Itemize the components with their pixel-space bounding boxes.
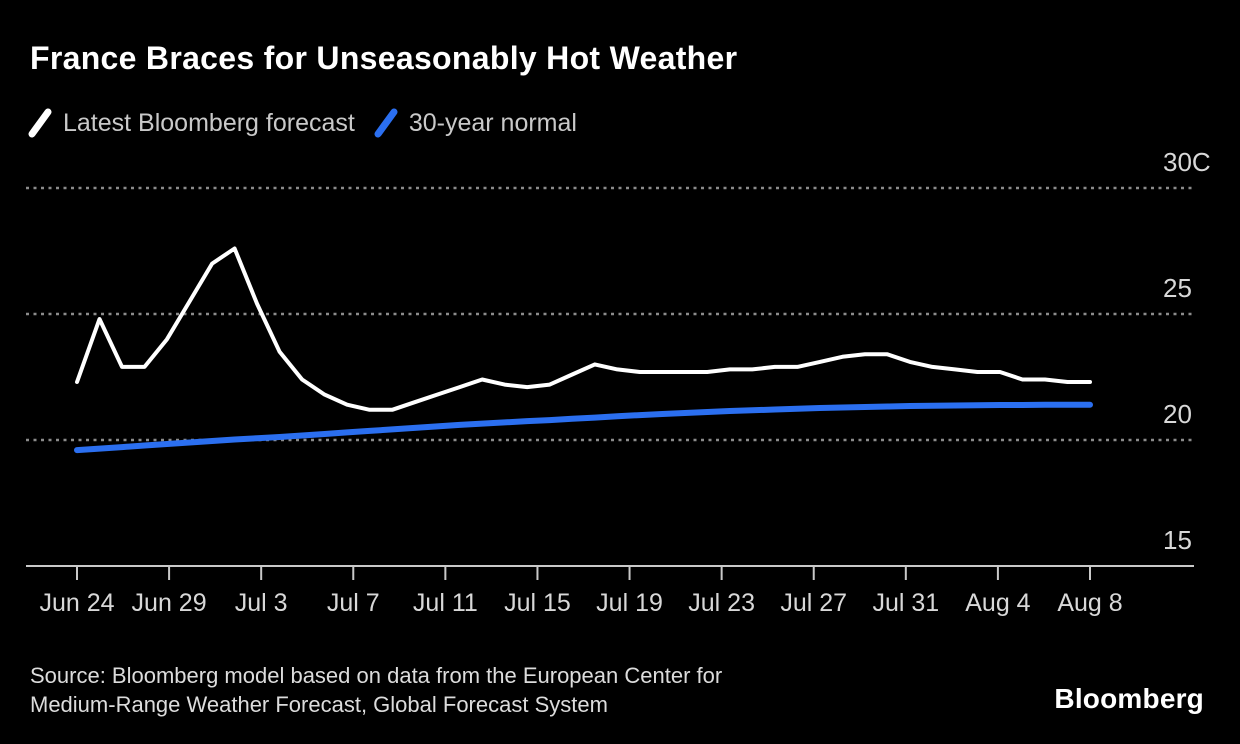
source-note: Source: Bloomberg model based on data fr… [30,661,722,719]
normal-line [74,401,1093,454]
legend-item-normal: 30-year normal [373,107,577,139]
normal-slash-icon [374,108,398,138]
legend-label-forecast: Latest Bloomberg forecast [63,108,355,137]
forecast-line [75,246,1092,412]
source-line-1: Source: Bloomberg model based on data fr… [30,663,723,688]
source-line-2: Medium-Range Weather Forecast, Global Fo… [30,692,608,717]
legend-item-forecast: Latest Bloomberg forecast [27,107,355,139]
forecast-slash-icon [28,108,52,138]
legend-label-normal: 30-year normal [408,108,577,137]
chart-title: France Braces for Unseasonably Hot Weath… [30,40,738,76]
legend: Latest Bloomberg forecast 30-year normal [27,107,577,139]
bloomberg-logo: Bloomberg [1054,683,1204,714]
